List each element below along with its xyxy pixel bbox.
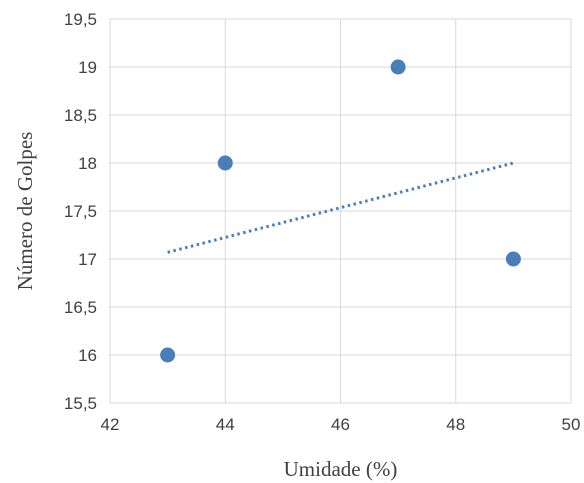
y-tick-label: 17,5 — [64, 202, 97, 221]
data-points — [160, 59, 521, 363]
x-tick-labels: 42 44 46 48 50 — [101, 415, 581, 434]
data-point — [505, 251, 521, 267]
x-tick-label: 44 — [216, 415, 235, 434]
x-tick-label: 42 — [101, 415, 120, 434]
y-axis-title: Número de Golpes — [13, 132, 37, 291]
data-point — [160, 347, 176, 363]
y-tick-label: 16 — [78, 346, 97, 365]
x-tick-label: 46 — [331, 415, 350, 434]
y-tick-label: 18,5 — [64, 106, 97, 125]
y-tick-label: 16,5 — [64, 298, 97, 317]
x-axis-title: Umidade (%) — [284, 457, 398, 481]
y-tick-label: 19,5 — [64, 10, 97, 29]
x-tick-label: 50 — [562, 415, 581, 434]
y-tick-label: 19 — [78, 58, 97, 77]
y-tick-label: 18 — [78, 154, 97, 173]
y-tick-label: 15,5 — [64, 394, 97, 413]
plot-area-border — [109, 18, 572, 404]
data-point — [217, 155, 233, 171]
y-tick-labels: 15,5 16 16,5 17 17,5 18 18,5 19 19,5 — [64, 10, 97, 413]
y-tick-label: 17 — [78, 250, 97, 269]
gridlines — [109, 18, 572, 404]
data-point — [390, 59, 406, 75]
x-tick-label: 48 — [446, 415, 465, 434]
